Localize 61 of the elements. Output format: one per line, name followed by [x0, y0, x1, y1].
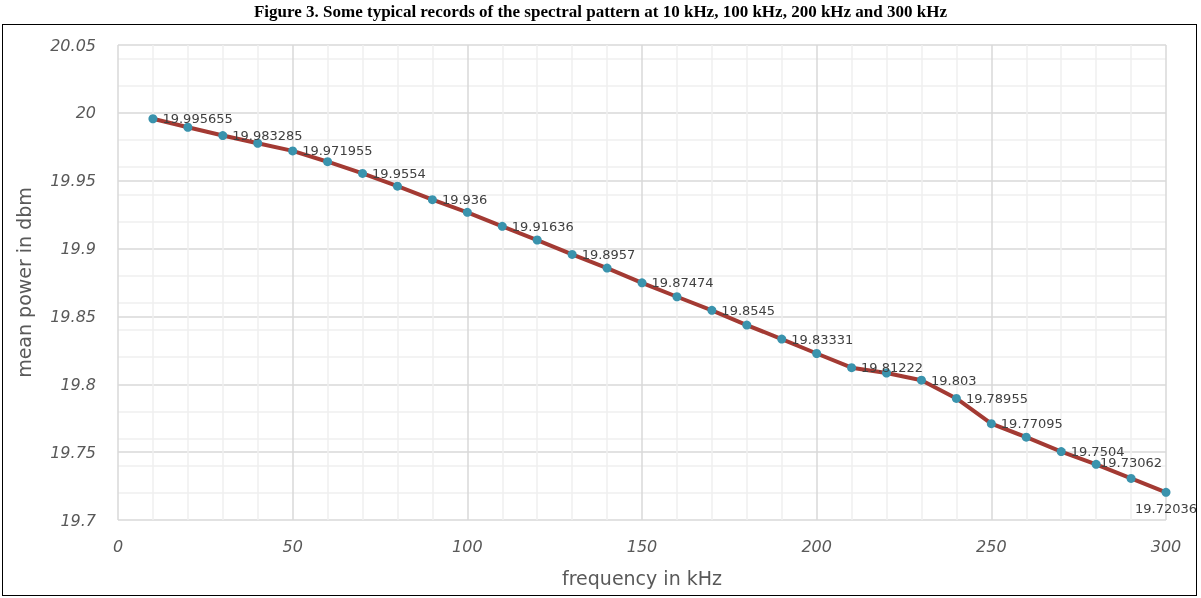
x-tick-label: 50 — [282, 536, 303, 556]
chart-title: Figure 3. Some typical records of the spectral pattern at 10 kHz, 100 kHz, 200 kHz and 300 kHz — [253, 2, 948, 22]
point — [392, 181, 402, 191]
point — [707, 305, 717, 315]
point — [183, 122, 193, 132]
x-tick-label: 0 — [112, 536, 124, 556]
data-label: 19.803 — [930, 372, 977, 388]
y-tick-label: 20 — [75, 103, 96, 123]
x-tick-label: 100 — [452, 536, 483, 556]
data-label: 19.77095 — [1000, 416, 1063, 432]
y-axis-title: mean power in dbm — [12, 187, 35, 378]
point — [1056, 447, 1066, 457]
point — [812, 348, 822, 358]
y-tick-label: 19.7 — [60, 510, 97, 530]
point — [1126, 473, 1136, 483]
point — [1021, 432, 1031, 442]
point — [951, 393, 961, 403]
point — [148, 114, 158, 124]
point — [916, 375, 926, 385]
point — [567, 249, 577, 259]
point — [218, 131, 228, 141]
point — [497, 221, 507, 231]
x-tick-label: 200 — [801, 536, 832, 556]
point — [427, 195, 437, 205]
y-tick-label: 19.9 — [60, 239, 96, 259]
data-label: 19.78955 — [965, 390, 1028, 406]
data-label: 19.983285 — [232, 128, 303, 144]
data-label: 19.81222 — [861, 360, 924, 376]
point — [358, 168, 368, 178]
point — [602, 263, 612, 273]
point — [847, 363, 857, 373]
data-label: 19.9554 — [372, 165, 426, 181]
x-tick-label: 150 — [626, 536, 658, 556]
data-label: 19.83331 — [791, 331, 854, 347]
data-label: 19.8957 — [581, 246, 636, 262]
y-tick-label: 19.75 — [50, 442, 96, 462]
data-label: 19.87474 — [651, 275, 714, 291]
y-tick-label: 19.85 — [50, 306, 96, 326]
x-tick-label: 250 — [976, 536, 1007, 556]
x-axis-title: frequency in kHz — [562, 566, 722, 589]
y-tick-label: 19.95 — [50, 171, 96, 191]
point — [777, 334, 787, 344]
y-tick-label: 19.8 — [60, 374, 96, 394]
x-tick-label: 300 — [1150, 536, 1182, 556]
point — [1091, 459, 1101, 469]
data-label: 19.8545 — [721, 302, 776, 318]
point — [742, 320, 752, 330]
point — [1161, 487, 1171, 497]
point — [672, 292, 682, 302]
point — [532, 235, 542, 245]
point — [323, 157, 333, 167]
data-label: 19.72036 — [1134, 500, 1198, 516]
point — [986, 419, 996, 429]
data-label: 19.936 — [441, 192, 488, 208]
y-tick-label: 20.05 — [50, 35, 96, 55]
data-label: 19.995655 — [162, 111, 233, 127]
data-label: 19.91636 — [511, 218, 574, 234]
data-label: 19.971955 — [302, 143, 373, 159]
point — [637, 278, 647, 288]
point — [288, 146, 298, 156]
point — [462, 207, 472, 217]
